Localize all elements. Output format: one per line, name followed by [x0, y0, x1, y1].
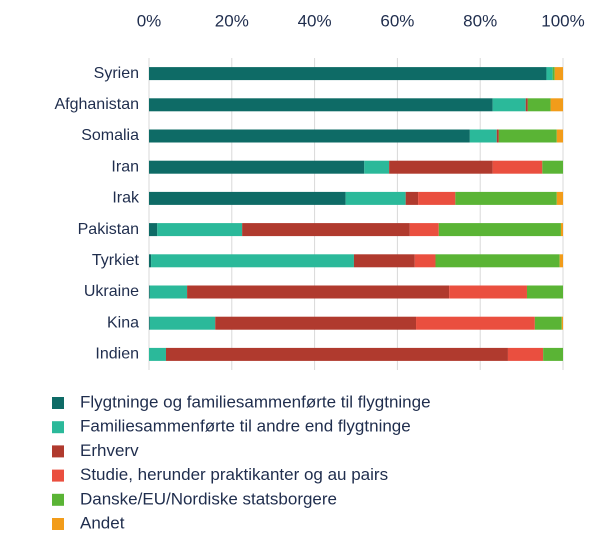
bar-segment: [149, 316, 150, 330]
y-tick-label: Afghanistan: [54, 96, 139, 113]
bar-segment: [149, 285, 150, 299]
bar-segment: [414, 254, 436, 268]
bar-segment: [364, 160, 390, 174]
bar-segment: [496, 129, 499, 143]
legend-label: Studie, herunder praktikanter og au pair…: [80, 465, 388, 484]
bar-segment: [554, 67, 563, 81]
bar-segment: [469, 129, 497, 143]
bar-segment: [215, 316, 417, 330]
bar-segment: [149, 316, 216, 330]
bar-segment: [546, 67, 553, 81]
bar-segment: [534, 316, 562, 330]
bar-segment: [492, 98, 526, 112]
bar-segment: [525, 98, 528, 112]
bar-segment: [157, 223, 243, 237]
legend-label: Familiesammenførte til andre end flygtni…: [80, 417, 411, 436]
bar-segment: [449, 285, 527, 299]
bar-segment: [418, 191, 456, 205]
bar-segment: [409, 223, 439, 237]
bar-segment: [149, 254, 152, 268]
x-tick-label: 80%: [463, 11, 497, 30]
legend-swatch: [52, 493, 64, 506]
x-tick-label: 40%: [298, 11, 332, 30]
bar-segment: [242, 223, 410, 237]
bar-segment: [492, 160, 543, 174]
bar-segment: [149, 129, 470, 143]
bar-segment: [416, 316, 535, 330]
bar-segment: [543, 347, 563, 361]
bar-segment: [353, 254, 415, 268]
bar-segment: [149, 98, 493, 112]
bar-segment: [559, 254, 563, 268]
bar-segment: [389, 160, 493, 174]
x-tick-label: 0%: [137, 11, 162, 30]
bar-segment: [149, 67, 547, 81]
y-tick-label: Iran: [111, 158, 139, 175]
legend-label: Erhverv: [80, 441, 139, 460]
bar-segment: [165, 347, 508, 361]
bar-segment: [542, 160, 563, 174]
bar-segment: [527, 98, 551, 112]
bar-segment: [498, 129, 557, 143]
y-tick-label: Somalia: [81, 127, 139, 144]
legend-swatch: [52, 518, 64, 530]
legend-swatch: [52, 397, 64, 409]
legend-swatch: [52, 445, 64, 458]
bar-segment: [149, 191, 346, 205]
bar-segment: [151, 254, 354, 268]
legend-label: Danske/EU/Nordiske statsborgere: [80, 489, 337, 508]
y-tick-label: Indien: [95, 346, 139, 363]
bar-segment: [435, 254, 560, 268]
bar-segment: [561, 316, 563, 330]
bar-segment: [550, 98, 563, 112]
bar-segment: [556, 129, 563, 143]
bar-segment: [149, 285, 188, 299]
x-tick-label: 100%: [541, 11, 584, 30]
bar-segment: [187, 285, 450, 299]
bar-segment: [345, 191, 406, 205]
y-tick-label: Ukraine: [84, 283, 139, 300]
bar-segment: [560, 223, 563, 237]
y-tick-label: Kina: [107, 314, 139, 331]
bar-segment: [556, 191, 563, 205]
bar-segment: [455, 191, 557, 205]
bar-segment: [405, 191, 419, 205]
bar-segment: [507, 347, 544, 361]
bar-segment: [149, 223, 158, 237]
legend-swatch: [52, 421, 64, 434]
y-tick-label: Irak: [112, 190, 140, 207]
bar-segment: [526, 285, 563, 299]
y-tick-label: Tyrkiet: [92, 252, 140, 269]
x-tick-label: 20%: [215, 11, 249, 30]
bar-segment: [438, 223, 561, 237]
x-tick-label: 60%: [380, 11, 414, 30]
y-tick-label: Syrien: [94, 65, 139, 82]
legend-label: Flygtninge og familiesammenførte til fly…: [80, 392, 431, 411]
y-tick-label: Pakistan: [78, 221, 139, 238]
bar-segment: [552, 67, 555, 81]
bar-segment: [149, 160, 365, 174]
legend-swatch: [52, 469, 64, 482]
legend-label: Andet: [80, 513, 125, 532]
bar-segment: [149, 347, 166, 361]
